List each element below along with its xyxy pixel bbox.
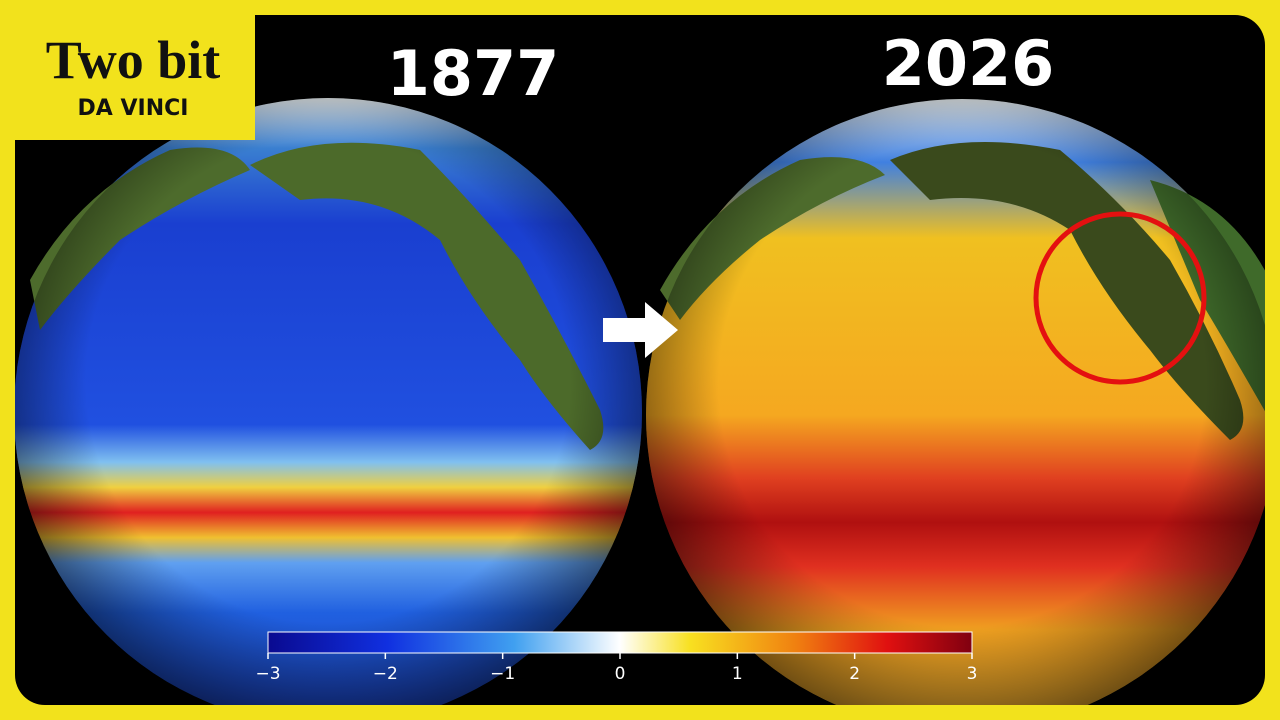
tick-label: −1	[490, 664, 515, 684]
colorbar	[267, 631, 973, 654]
colorbar-ticks: −3 −2 −1 0 1 2 3	[255, 653, 977, 684]
logo-title: Two bit	[46, 30, 221, 90]
globe-shade	[646, 99, 1265, 705]
year-right: 2026	[882, 27, 1055, 100]
tick-label: 1	[732, 664, 743, 684]
logo-box	[15, 15, 255, 140]
logo-subtitle: DA VINCI	[78, 96, 189, 121]
tick-label: −2	[373, 664, 398, 684]
globes	[15, 98, 1265, 705]
tick-label: 2	[849, 664, 860, 684]
tick-label: 0	[615, 664, 626, 684]
tick-label: −3	[255, 664, 280, 684]
year-left: 1877	[387, 37, 560, 110]
highlight-circle	[1033, 211, 1207, 385]
arrow	[603, 302, 678, 358]
tick-label: 3	[967, 664, 978, 684]
globe-shade	[15, 98, 642, 705]
